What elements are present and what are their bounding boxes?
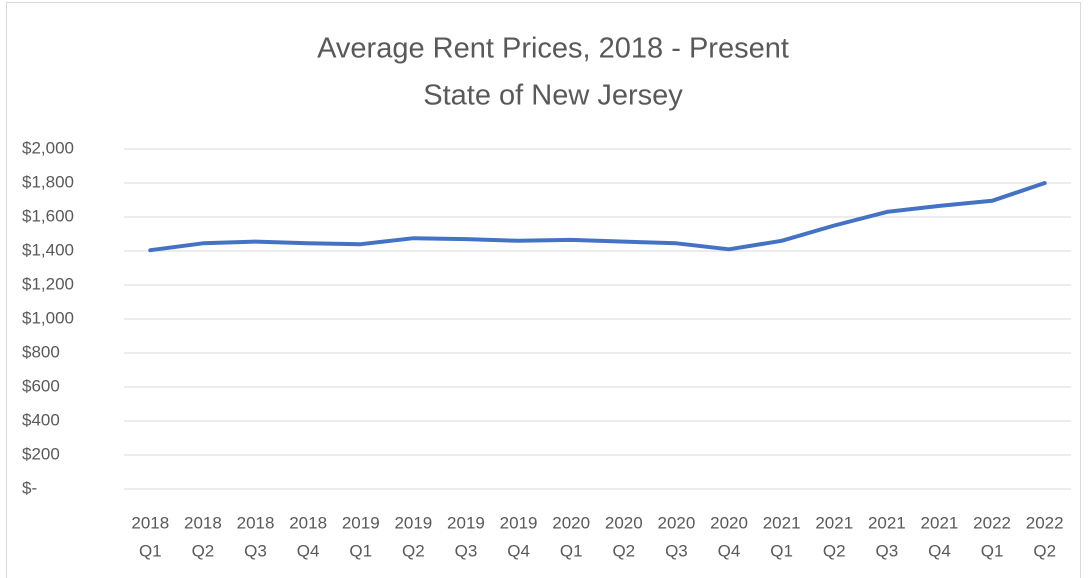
chart-frame bbox=[6, 2, 1081, 578]
y-tick-label: $- bbox=[22, 478, 37, 497]
x-tick-label: 2020 bbox=[552, 513, 590, 532]
y-tick-label: $1,200 bbox=[22, 274, 74, 293]
x-tick-label: Q2 bbox=[1033, 541, 1056, 560]
x-tick-label: Q3 bbox=[455, 541, 478, 560]
y-tick-label: $2,000 bbox=[22, 138, 74, 157]
x-tick-label: 2021 bbox=[868, 513, 906, 532]
x-tick-label: Q4 bbox=[928, 541, 951, 560]
x-tick-label: 2021 bbox=[763, 513, 801, 532]
x-tick-label: 2022 bbox=[973, 513, 1011, 532]
x-tick-label: 2018 bbox=[289, 513, 327, 532]
x-tick-label: 2022 bbox=[1026, 513, 1064, 532]
x-tick-label: 2021 bbox=[815, 513, 853, 532]
x-tick-label: Q4 bbox=[297, 541, 320, 560]
x-tick-label: Q2 bbox=[402, 541, 425, 560]
x-tick-label: 2020 bbox=[710, 513, 748, 532]
x-tick-label: 2019 bbox=[447, 513, 485, 532]
y-tick-label: $1,600 bbox=[22, 206, 74, 225]
x-tick-label: Q3 bbox=[876, 541, 899, 560]
chart-title: Average Rent Prices, 2018 - Present bbox=[317, 33, 789, 65]
chart-subtitle: State of New Jersey bbox=[423, 80, 683, 112]
x-tick-label: Q1 bbox=[349, 541, 372, 560]
x-tick-label: Q1 bbox=[139, 541, 162, 560]
x-tick-label: Q1 bbox=[981, 541, 1004, 560]
x-tick-label: 2021 bbox=[921, 513, 959, 532]
x-tick-label: 2020 bbox=[658, 513, 696, 532]
y-tick-label: $400 bbox=[22, 410, 60, 429]
x-tick-label: Q3 bbox=[244, 541, 267, 560]
x-tick-label: 2019 bbox=[342, 513, 380, 532]
x-tick-label: Q4 bbox=[507, 541, 530, 560]
x-tick-label: 2018 bbox=[131, 513, 169, 532]
x-tick-label: Q3 bbox=[665, 541, 688, 560]
y-tick-label: $1,000 bbox=[22, 308, 74, 327]
x-tick-label: 2020 bbox=[605, 513, 643, 532]
x-tick-label: Q1 bbox=[770, 541, 793, 560]
x-tick-label: Q2 bbox=[823, 541, 846, 560]
x-tick-label: 2019 bbox=[500, 513, 538, 532]
y-tick-label: $1,800 bbox=[22, 172, 74, 191]
y-tick-label: $600 bbox=[22, 376, 60, 395]
y-tick-label: $200 bbox=[22, 444, 60, 463]
x-tick-label: 2018 bbox=[237, 513, 275, 532]
x-tick-label: Q2 bbox=[192, 541, 215, 560]
line-series bbox=[148, 181, 1047, 253]
x-tick-label: 2019 bbox=[394, 513, 432, 532]
x-tick-label: Q2 bbox=[612, 541, 635, 560]
y-tick-label: $800 bbox=[22, 342, 60, 361]
x-tick-label: 2018 bbox=[184, 513, 222, 532]
x-tick-label: Q4 bbox=[718, 541, 741, 560]
x-tick-label: Q1 bbox=[560, 541, 583, 560]
y-tick-label: $1,400 bbox=[22, 240, 74, 259]
